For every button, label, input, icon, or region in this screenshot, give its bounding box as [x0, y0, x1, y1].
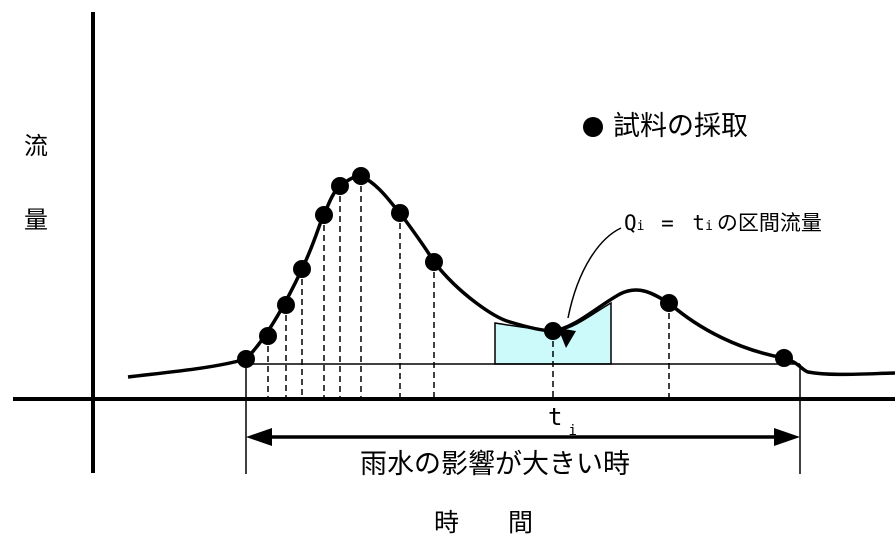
sample-drop-lines [267, 176, 670, 399]
sample-point [391, 204, 409, 222]
y-axis-label-char-1: 流 [24, 132, 48, 160]
legend-label: 試料の採取 [613, 111, 748, 142]
annotation-pointer-line [567, 227, 622, 319]
filled-circle-icon [583, 116, 603, 137]
sample-point [315, 206, 333, 224]
legend: 試料の採取 [583, 113, 748, 140]
range-arrow-right-head [774, 428, 800, 446]
sample-point [259, 327, 277, 345]
t-symbol: t [692, 211, 706, 235]
interval-subscript: i [568, 423, 577, 439]
t-subscript: i [705, 219, 713, 234]
sample-point [277, 296, 295, 314]
sample-point [331, 177, 349, 195]
annotation-suffix: の区間流量 [716, 211, 822, 235]
x-axis-label-char-1: 時 [434, 508, 460, 537]
interval-symbol: t [548, 403, 563, 431]
range-arrow-left-head [246, 428, 272, 446]
y-axis-label-char-2: 量 [24, 206, 48, 234]
equals-sign: = [648, 211, 687, 235]
range-label: 雨水の影響が大きい時 [360, 449, 630, 480]
sample-point [352, 167, 370, 185]
sample-point [775, 349, 793, 367]
sample-point [425, 253, 443, 271]
sample-point [660, 294, 678, 312]
sample-points [237, 167, 793, 368]
interval-flow-annotation: Q i = t i の区間流量 [624, 213, 822, 234]
q-symbol: Q [624, 211, 637, 235]
sample-point [544, 322, 562, 340]
sample-point [293, 260, 311, 278]
x-axis-label-char-2: 間 [508, 508, 534, 537]
sample-point [237, 350, 255, 368]
annotation-arrowhead [558, 328, 576, 348]
q-subscript: i [636, 219, 645, 234]
